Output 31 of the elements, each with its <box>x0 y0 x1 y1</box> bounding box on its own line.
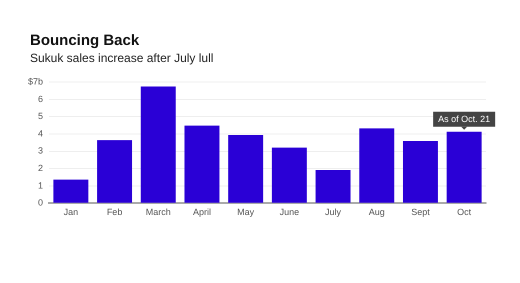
x-tick-label: Sept <box>411 207 430 218</box>
x-tick-label: March <box>146 207 171 218</box>
x-tick-label: April <box>192 207 211 218</box>
y-tick-label: 0 <box>38 198 44 208</box>
bar <box>184 126 220 203</box>
x-tick-label: May <box>237 207 255 218</box>
y-tick-label: 6 <box>38 94 44 104</box>
x-tick-label: Aug <box>368 207 385 218</box>
x-tick-label: Oct <box>457 207 472 218</box>
bar <box>359 128 394 203</box>
bar <box>97 140 132 203</box>
y-tick-label: 2 <box>38 163 44 174</box>
bar <box>53 180 88 203</box>
bar <box>140 86 176 203</box>
y-tick-label: 3 <box>38 146 44 156</box>
chart-subtitle: Sukuk sales increase after July lull <box>30 51 214 65</box>
x-tick-label: Jan <box>64 207 78 218</box>
annotation: As of Oct. 21 <box>438 114 490 124</box>
x-tick-label: Feb <box>106 207 122 218</box>
chart-title: Bouncing Back <box>30 32 140 49</box>
bar <box>272 148 307 203</box>
x-tick-label: June <box>280 207 300 218</box>
bar <box>228 134 264 203</box>
y-tick-label: 1 <box>38 180 44 190</box>
y-tick-label: 4 <box>38 128 44 138</box>
y-tick-label: 5 <box>38 111 44 122</box>
bar <box>446 132 482 203</box>
x-tick-label: July <box>325 207 342 218</box>
bar <box>402 141 438 203</box>
bar <box>316 170 351 203</box>
y-tick-label: $7b <box>28 76 44 86</box>
